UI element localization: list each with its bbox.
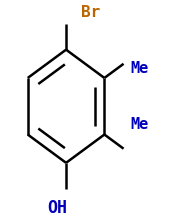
Text: Br: Br — [81, 5, 101, 20]
Text: OH: OH — [48, 199, 68, 217]
Text: Me: Me — [130, 117, 148, 132]
Text: Me: Me — [130, 61, 148, 76]
